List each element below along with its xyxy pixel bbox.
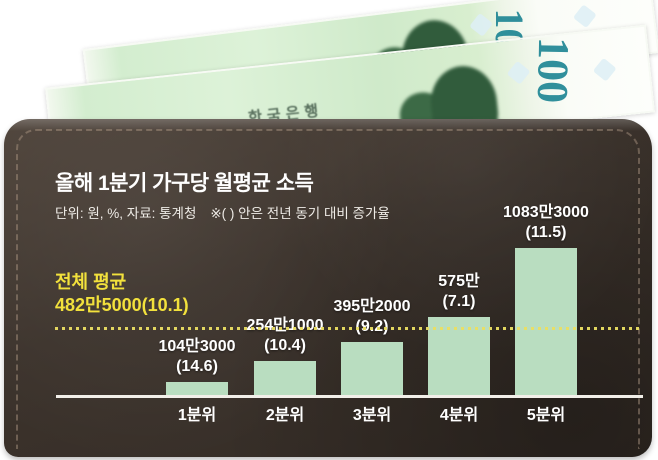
average-reference-line bbox=[55, 327, 643, 331]
x-axis-line bbox=[56, 395, 643, 398]
x-axis-category: 5분위 bbox=[526, 407, 566, 424]
x-axis-category: 3분위 bbox=[352, 407, 392, 424]
average-label: 전체 평균 bbox=[55, 272, 127, 292]
x-axis-category: 1분위 bbox=[177, 407, 217, 424]
wallet-stitching bbox=[16, 129, 640, 449]
income-bar bbox=[428, 317, 490, 396]
x-axis-category: 2분위 bbox=[265, 407, 305, 424]
wallet-top-edge bbox=[4, 119, 652, 131]
chart-unit-source: 단위: 원, %, 자료: 통계청 bbox=[55, 206, 197, 221]
bar-value-label: 575만 (7.1) bbox=[438, 273, 480, 311]
income-bar bbox=[515, 248, 577, 396]
chart-paren-note: ※( ) 안은 전년 동기 대비 증가율 bbox=[210, 206, 390, 221]
average-value: 482만5000(10.1) bbox=[55, 295, 189, 315]
bar-value-label: 1083만3000 (11.5) bbox=[503, 204, 589, 241]
chart-title: 올해 1분기 가구당 월평균 소득 bbox=[55, 172, 314, 195]
income-bar bbox=[341, 342, 403, 396]
x-axis-category: 4분위 bbox=[439, 407, 479, 424]
income-bar bbox=[254, 361, 316, 396]
chart-subtitle: 단위: 원, %, 자료: 통계청 ※( ) 안은 전년 동기 대비 증가율 bbox=[55, 202, 390, 222]
bar-value-label: 395만2000(9.2) bbox=[333, 298, 411, 335]
income-bar bbox=[166, 381, 228, 396]
bar-value-label: 104만3000 (14.6) bbox=[158, 337, 236, 375]
average-annotation: 전체 평균 482만5000(10.1) bbox=[55, 271, 189, 317]
